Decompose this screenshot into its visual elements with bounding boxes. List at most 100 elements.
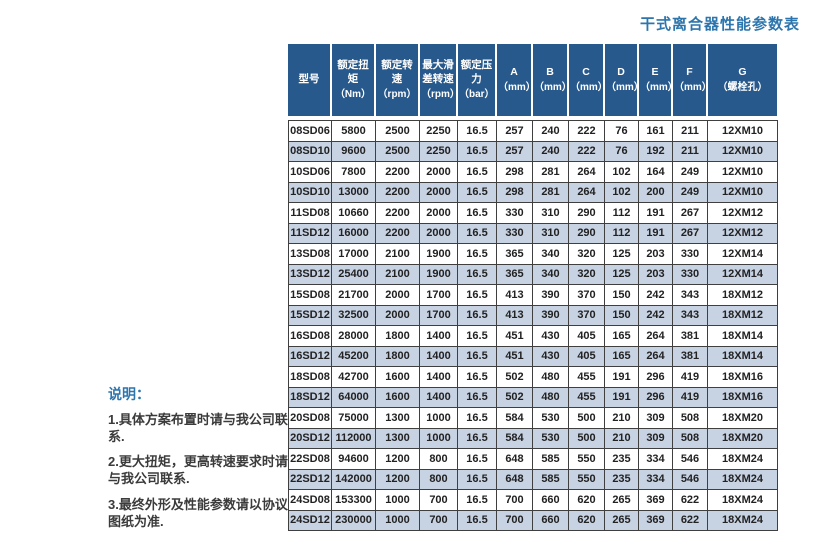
table-cell: 281 bbox=[532, 161, 569, 183]
table-cell: 296 bbox=[638, 386, 673, 408]
table-cell: 32500 bbox=[331, 304, 376, 326]
table-cell: 13SD08 bbox=[288, 243, 332, 265]
table-cell: 648 bbox=[496, 468, 533, 490]
table-cell: 320 bbox=[568, 263, 605, 285]
table-cell: 267 bbox=[672, 222, 708, 244]
table-cell: 20SD12 bbox=[288, 427, 332, 449]
table-cell: 9600 bbox=[331, 140, 376, 162]
table-cell: 265 bbox=[604, 509, 639, 531]
table-cell: 16.5 bbox=[457, 263, 497, 285]
table-cell: 18XM12 bbox=[707, 284, 778, 306]
table-cell: 1800 bbox=[375, 325, 420, 347]
table-cell: 16.5 bbox=[457, 427, 497, 449]
table-cell: 10660 bbox=[331, 202, 376, 224]
table-cell: 16SD12 bbox=[288, 345, 332, 367]
table-cell: 1800 bbox=[375, 345, 420, 367]
table-cell: 11SD12 bbox=[288, 222, 332, 244]
table-cell: 142000 bbox=[331, 468, 376, 490]
table-cell: 430 bbox=[532, 325, 569, 347]
table-row: 15SD08 21700 2000 1700 16.5 413 390 370 150 242 34… bbox=[288, 284, 778, 306]
table-cell: 310 bbox=[532, 222, 569, 244]
table-cell: 200 bbox=[638, 181, 673, 203]
table-cell: 112000 bbox=[331, 427, 376, 449]
table-cell: 153300 bbox=[331, 489, 376, 511]
table-row: 22SD08 94600 1200 800 16.5 648 585 550 235 334 546… bbox=[288, 448, 778, 470]
table-cell: 18XM20 bbox=[707, 427, 778, 449]
table-cell: 12XM14 bbox=[707, 243, 778, 265]
table-cell: 648 bbox=[496, 448, 533, 470]
table-cell: 12XM12 bbox=[707, 202, 778, 224]
table-row: 13SD08 17000 2100 1900 16.5 365 340 320 125 203 33… bbox=[288, 243, 778, 265]
table-cell: 249 bbox=[672, 181, 708, 203]
table-cell: 16.5 bbox=[457, 386, 497, 408]
table-cell: 1400 bbox=[419, 325, 458, 347]
table-cell: 2000 bbox=[375, 284, 420, 306]
table-cell: 480 bbox=[532, 366, 569, 388]
table-row: 10SD10 13000 2200 2000 16.5 298 281 264 102 200 24… bbox=[288, 181, 778, 203]
table-cell: 16.5 bbox=[457, 468, 497, 490]
table-cell: 343 bbox=[672, 284, 708, 306]
table-cell: 502 bbox=[496, 366, 533, 388]
column-header: G （螺栓孔） bbox=[706, 44, 777, 116]
table-cell: 76 bbox=[604, 120, 639, 142]
table-cell: 16.5 bbox=[457, 284, 497, 306]
table-cell: 16.5 bbox=[457, 161, 497, 183]
table-cell: 1700 bbox=[419, 284, 458, 306]
table-cell: 08SD10 bbox=[288, 140, 332, 162]
table-cell: 18XM24 bbox=[707, 468, 778, 490]
table-cell: 125 bbox=[604, 243, 639, 265]
table-cell: 18XM12 bbox=[707, 304, 778, 326]
table-cell: 309 bbox=[638, 407, 673, 429]
note-item: 2.更大扭矩，更高转速要求时请与我公司联系. bbox=[108, 454, 288, 487]
table-cell: 500 bbox=[568, 407, 605, 429]
table-cell: 502 bbox=[496, 386, 533, 408]
table-cell: 249 bbox=[672, 161, 708, 183]
table-cell: 584 bbox=[496, 427, 533, 449]
table-cell: 281 bbox=[532, 181, 569, 203]
table-cell: 12XM10 bbox=[707, 120, 778, 142]
table-cell: 16.5 bbox=[457, 181, 497, 203]
table-cell: 18SD08 bbox=[288, 366, 332, 388]
table-cell: 451 bbox=[496, 345, 533, 367]
table-cell: 7800 bbox=[331, 161, 376, 183]
table-cell: 290 bbox=[568, 222, 605, 244]
note-item: 1.具体方案布置时请与我公司联系. bbox=[108, 412, 288, 445]
parameter-table: 型号 额定扭矩 （Nm） 额定转速 （rpm） 最大滑差转速 （rpm） 额定压力 （bar） A… bbox=[288, 44, 778, 531]
table-cell: 530 bbox=[532, 427, 569, 449]
table-cell: 1000 bbox=[419, 407, 458, 429]
table-cell: 16.5 bbox=[457, 120, 497, 142]
table-cell: 12XM10 bbox=[707, 140, 778, 162]
table-cell: 150 bbox=[604, 284, 639, 306]
table-cell: 2000 bbox=[419, 181, 458, 203]
table-cell: 16.5 bbox=[457, 345, 497, 367]
column-header: A （mm） bbox=[495, 44, 536, 116]
table-cell: 700 bbox=[419, 509, 458, 531]
notes-section: 说明： 1.具体方案布置时请与我公司联系. 2.更大扭矩，更高转速要求时请与我公… bbox=[108, 384, 288, 538]
table-cell: 334 bbox=[638, 468, 673, 490]
table-cell: 235 bbox=[604, 468, 639, 490]
table-cell: 112 bbox=[604, 222, 639, 244]
table-cell: 1600 bbox=[375, 366, 420, 388]
table-cell: 296 bbox=[638, 366, 673, 388]
table-cell: 390 bbox=[532, 304, 569, 326]
table-cell: 700 bbox=[419, 489, 458, 511]
table-cell: 264 bbox=[638, 345, 673, 367]
table-cell: 1200 bbox=[375, 468, 420, 490]
table-cell: 20SD08 bbox=[288, 407, 332, 429]
table-cell: 370 bbox=[568, 284, 605, 306]
table-cell: 267 bbox=[672, 202, 708, 224]
table-cell: 369 bbox=[638, 489, 673, 511]
table-cell: 413 bbox=[496, 284, 533, 306]
page-title: 干式离合器性能参数表 bbox=[639, 16, 800, 33]
table-cell: 660 bbox=[532, 489, 569, 511]
column-header: B （mm） bbox=[531, 44, 572, 116]
table-cell: 191 bbox=[604, 386, 639, 408]
notes-heading: 说明： bbox=[108, 386, 150, 402]
table-cell: 620 bbox=[568, 489, 605, 511]
table-cell: 1400 bbox=[419, 345, 458, 367]
table-cell: 211 bbox=[672, 120, 708, 142]
table-cell: 2000 bbox=[419, 202, 458, 224]
table-cell: 1400 bbox=[419, 366, 458, 388]
table-cell: 22SD12 bbox=[288, 468, 332, 490]
